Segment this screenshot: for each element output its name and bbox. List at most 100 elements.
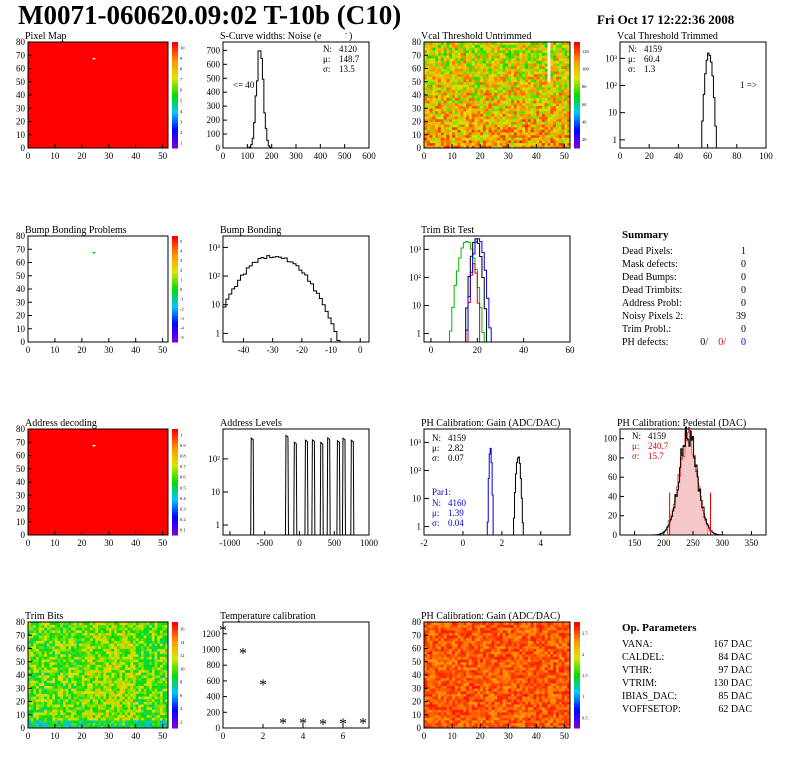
heatmap-cell — [103, 688, 107, 692]
heatmap-cell — [33, 693, 37, 697]
heatmap-cell — [52, 696, 56, 700]
heatmap-cell — [119, 624, 123, 628]
heatmap-cell — [33, 622, 37, 626]
heatmap-cell — [480, 87, 484, 91]
heatmap-cell — [446, 87, 450, 91]
heatmap-cell — [52, 720, 56, 724]
heatmap-cell — [477, 89, 481, 93]
heatmap-cell — [63, 645, 67, 649]
heatmap-cell — [435, 92, 439, 96]
heatmap-cell — [44, 690, 48, 694]
heatmap-cell — [429, 632, 433, 636]
heatmap-cell — [527, 57, 532, 61]
heatmap-cell — [497, 73, 501, 77]
heatmap-cell — [513, 65, 518, 69]
palette-tick-label: 3 — [180, 258, 183, 263]
heatmap-cell — [460, 49, 464, 53]
heatmap-cell — [530, 134, 534, 138]
heatmap-cell — [157, 680, 161, 684]
heatmap-cell — [446, 52, 450, 56]
heatmap-cell — [157, 682, 161, 686]
heatmap-cell — [443, 110, 447, 114]
heatmap-cell — [541, 121, 546, 125]
heatmap-cell — [527, 52, 532, 56]
heatmap-cell — [38, 722, 42, 726]
heatmap-cell — [477, 105, 481, 109]
heatmap-cell — [57, 622, 61, 626]
heatmap-cell — [432, 44, 436, 48]
heatmap-cell — [561, 110, 565, 114]
heatmap-cell — [68, 640, 72, 644]
heatmap-cell — [95, 629, 99, 633]
heatmap-cell — [511, 97, 515, 101]
heatmap-cell — [44, 720, 48, 724]
heatmap-cell — [424, 63, 428, 67]
heatmap-cell — [87, 717, 91, 721]
heatmap-cell — [508, 129, 512, 133]
heatmap-cell — [553, 52, 557, 56]
heatmap-cell — [146, 645, 150, 649]
heatmap-cell — [482, 100, 487, 104]
heatmap-cell — [122, 677, 126, 681]
heatmap-cell — [497, 134, 501, 138]
heatmap-cell — [60, 725, 64, 729]
heatmap-cell — [100, 680, 104, 684]
heatmap-cell — [146, 627, 150, 631]
heatmap-cell — [553, 142, 557, 146]
heatmap-cell — [426, 717, 431, 721]
heatmap-cell — [154, 714, 158, 718]
heatmap-cell — [522, 42, 526, 46]
heatmap-cell — [452, 71, 456, 75]
heatmap-cell — [468, 110, 473, 114]
heatmap-cell — [100, 672, 104, 676]
heatmap-cell — [567, 102, 571, 106]
heatmap-cell — [485, 49, 489, 53]
heatmap-cell — [536, 63, 540, 67]
palette-cell — [172, 71, 178, 75]
heatmap-cell — [502, 71, 506, 75]
heatmap-cell — [30, 693, 34, 697]
heatmap-cell — [124, 725, 129, 729]
heatmap-cell — [76, 696, 80, 700]
date-stamp: Fri Oct 17 12:22:36 2008 — [597, 12, 735, 27]
heatmap-cell — [71, 709, 75, 713]
heatmap-cell — [44, 696, 48, 700]
heatmap-cell — [446, 680, 450, 684]
heatmap-cell — [71, 643, 75, 647]
heatmap-cell — [502, 126, 506, 130]
heatmap-cell — [68, 701, 72, 705]
heatmap-cell — [28, 685, 32, 689]
heatmap-cell — [133, 717, 137, 721]
heatmap-cell — [36, 698, 40, 702]
heatmap-cell — [449, 659, 453, 663]
heatmap-cell — [81, 696, 85, 700]
heatmap-cell — [443, 81, 447, 85]
heatmap-cell — [154, 720, 158, 724]
heatmap-cell — [482, 102, 487, 106]
heatmap-cell — [41, 632, 45, 636]
heatmap-cell — [141, 669, 145, 673]
heatmap-cell — [491, 73, 495, 77]
heatmap-cell — [116, 690, 120, 694]
heatmap-cell — [491, 55, 495, 59]
heatmap-cell — [119, 659, 123, 663]
heatmap-cell — [452, 126, 456, 130]
heatmap-cell — [429, 79, 433, 83]
heatmap-cell — [477, 126, 481, 130]
heatmap-cell — [457, 63, 461, 67]
heatmap-cell — [84, 651, 88, 655]
heatmap-cell — [57, 627, 61, 631]
heatmap-cell — [98, 688, 102, 692]
y-tick-label: 50 — [16, 77, 26, 87]
heatmap-cell — [460, 134, 464, 138]
heatmap-cell — [539, 126, 543, 130]
heatmap-cell — [558, 124, 562, 128]
heatmap-cell — [54, 672, 59, 676]
heatmap-cell — [452, 87, 456, 91]
heatmap-cell — [92, 667, 96, 671]
heatmap-cell — [429, 65, 433, 69]
heatmap-cell — [89, 698, 94, 702]
heatmap-cell — [76, 622, 80, 626]
heatmap-cell — [468, 44, 473, 48]
heatmap-cell — [162, 637, 166, 641]
